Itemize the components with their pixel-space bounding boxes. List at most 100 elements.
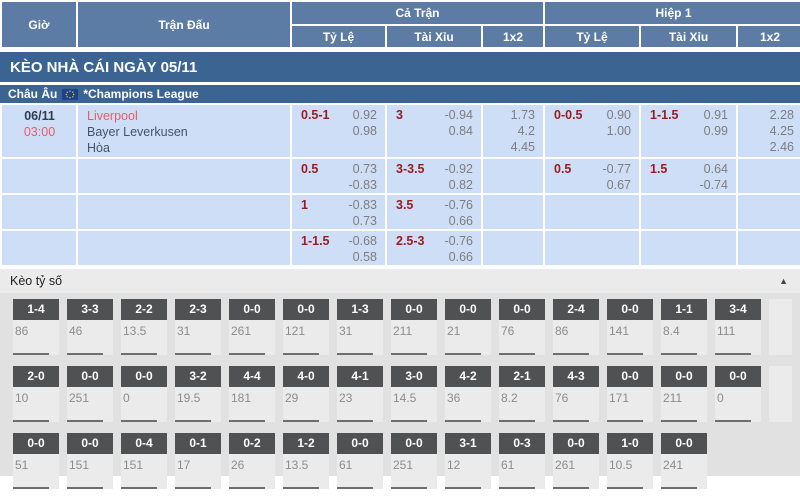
score-chip: 1-3 (337, 299, 383, 320)
score-cell[interactable]: 2-4 86 (553, 299, 599, 355)
score-chip: 0-0 (553, 433, 599, 454)
correct-score-title: Kèo tỷ số (10, 274, 63, 288)
ft-1x2-cell[interactable]: 1.73 4.2 4.45 (483, 105, 543, 157)
score-cell[interactable]: 0-1 17 (175, 433, 221, 489)
score-odds-value: 10 (15, 391, 29, 405)
score-cell[interactable]: 0-4 151 (121, 433, 167, 489)
cell-underline (337, 353, 373, 355)
score-odds-value: 8.4 (663, 324, 680, 338)
h1-1x2-cell[interactable]: 2.28 4.25 2.46 (738, 105, 800, 157)
odds-values: -0.76 0.66 (444, 198, 474, 228)
odds-values: -0.92 0.82 (444, 162, 474, 192)
score-odds-value: 14.5 (393, 391, 417, 405)
ft-over-under-cell[interactable]: 3-3.5 -0.92 0.82 (387, 159, 481, 193)
score-cell[interactable]: 3-1 12 (445, 433, 491, 489)
cell-underline (553, 487, 589, 489)
cell-underline (229, 353, 265, 355)
score-cell[interactable]: 4-1 23 (337, 366, 383, 422)
score-cell[interactable]: 0-0 21 (445, 299, 491, 355)
score-cell[interactable]: 1-4 86 (13, 299, 59, 355)
match-time-cell: 06/11 03:00 (2, 105, 76, 157)
score-odds-value: 0 (123, 391, 130, 405)
score-cell[interactable]: 0-0 0 (121, 366, 167, 422)
score-cell[interactable]: 0-0 141 (607, 299, 653, 355)
score-cell[interactable]: 1-3 31 (337, 299, 383, 355)
cell-underline (553, 353, 589, 355)
h1-1x2-cell (738, 159, 800, 193)
score-cell[interactable]: 0-0 211 (661, 366, 707, 422)
score-cell[interactable]: 4-0 29 (283, 366, 329, 422)
ft-over-under-cell[interactable]: 2.5-3 -0.76 0.66 (387, 231, 481, 265)
score-cell[interactable]: 0-0 261 (553, 433, 599, 489)
odds-values: -0.94 0.84 (444, 108, 474, 138)
h1-over-under-cell[interactable]: 1.5 0.64 -0.74 (641, 159, 736, 193)
header-ft-handicap: Tỷ Lệ (292, 26, 385, 47)
score-cell[interactable]: 4-3 76 (553, 366, 599, 422)
score-cell[interactable]: 0-0 251 (67, 366, 113, 422)
h1-handicap-cell[interactable]: 0.5 -0.77 0.67 (545, 159, 639, 193)
ft-handicap-cell[interactable]: 1 -0.83 0.73 (292, 195, 385, 229)
h1-over-under-cell[interactable]: 1-1.5 0.91 0.99 (641, 105, 736, 157)
score-cell[interactable]: 1-1 8.4 (661, 299, 707, 355)
cell-underline (121, 487, 157, 489)
ft-over-under-cell[interactable]: 3 -0.94 0.84 (387, 105, 481, 157)
score-cell[interactable]: 3-3 46 (67, 299, 113, 355)
score-cell[interactable]: 3-0 14.5 (391, 366, 437, 422)
score-cell[interactable]: 0-0 121 (283, 299, 329, 355)
score-chip: 0-0 (445, 299, 491, 320)
score-cell[interactable]: 1-0 10.5 (607, 433, 653, 489)
odds-values: 1.73 4.2 4.45 (510, 108, 535, 154)
score-odds-value: 181 (231, 391, 252, 405)
score-cell[interactable]: 3-2 19.5 (175, 366, 221, 422)
league-bar[interactable]: Châu Âu *Champions League (0, 85, 800, 103)
h1-handicap-cell (545, 231, 639, 265)
ft-over-under-cell[interactable]: 3.5 -0.76 0.66 (387, 195, 481, 229)
score-cell[interactable]: 4-2 36 (445, 366, 491, 422)
cell-underline (607, 420, 643, 422)
score-odds-value: 261 (555, 458, 576, 472)
score-cell[interactable]: 0-0 211 (391, 299, 437, 355)
score-odds-value: 31 (177, 324, 191, 338)
score-cell[interactable]: 3-4 111 (715, 299, 761, 355)
score-cell[interactable]: 0-0 61 (337, 433, 383, 489)
score-cell[interactable]: 0-0 151 (67, 433, 113, 489)
score-cell[interactable]: 4-4 181 (229, 366, 275, 422)
eu-flag-icon (62, 88, 79, 100)
header-full-match: Cả Trận (292, 2, 543, 24)
match-teams-cell[interactable]: Liverpool Bayer Leverkusen Hòa (78, 105, 290, 157)
score-chip: 2-4 (553, 299, 599, 320)
score-odds-value: 211 (663, 391, 683, 405)
score-odds-value: 251 (69, 391, 90, 405)
score-cell[interactable]: 2-0 10 (13, 366, 59, 422)
score-cell[interactable]: 1-2 13.5 (283, 433, 329, 489)
correct-score-header[interactable]: Kèo tỷ số ▲ (0, 269, 800, 293)
cell-underline (229, 487, 265, 489)
odds-table-header: Giờ Trận Đấu Cả Trận Hiệp 1 Tỷ Lệ Tài Xỉ… (0, 0, 800, 49)
odds-values: -0.68 0.58 (348, 234, 378, 264)
collapse-arrow-icon[interactable]: ▲ (779, 276, 788, 286)
empty-time-cell (2, 195, 76, 229)
cell-underline (607, 487, 643, 489)
score-cell[interactable]: 0-0 51 (13, 433, 59, 489)
handicap-line: 0.5-1 (301, 108, 330, 122)
score-cell[interactable]: 0-0 171 (607, 366, 653, 422)
score-cell[interactable]: 0-2 26 (229, 433, 275, 489)
score-cell[interactable]: 0-0 0 (715, 366, 761, 422)
score-cell[interactable]: 0-3 61 (499, 433, 545, 489)
score-cell[interactable]: 0-0 251 (391, 433, 437, 489)
date-banner: KÈO NHÀ CÁI NGÀY 05/11 (0, 52, 800, 82)
score-cell[interactable]: 2-1 8.2 (499, 366, 545, 422)
score-cell[interactable]: 0-0 241 (661, 433, 707, 489)
h1-handicap-cell[interactable]: 0-0.5 0.90 1.00 (545, 105, 639, 157)
score-cell[interactable]: 2-2 13.5 (121, 299, 167, 355)
score-odds-value: 10.5 (609, 458, 633, 472)
score-odds-value: 0 (717, 391, 724, 405)
ft-handicap-cell[interactable]: 0.5 0.73 -0.83 (292, 159, 385, 193)
cell-underline (391, 487, 427, 489)
score-cell[interactable]: 0-0 261 (229, 299, 275, 355)
score-cell[interactable]: 2-3 31 (175, 299, 221, 355)
score-cell[interactable]: 0-0 76 (499, 299, 545, 355)
ft-handicap-cell[interactable]: 0.5-1 0.92 0.98 (292, 105, 385, 157)
score-odds-value: 261 (231, 324, 252, 338)
ft-handicap-cell[interactable]: 1-1.5 -0.68 0.58 (292, 231, 385, 265)
